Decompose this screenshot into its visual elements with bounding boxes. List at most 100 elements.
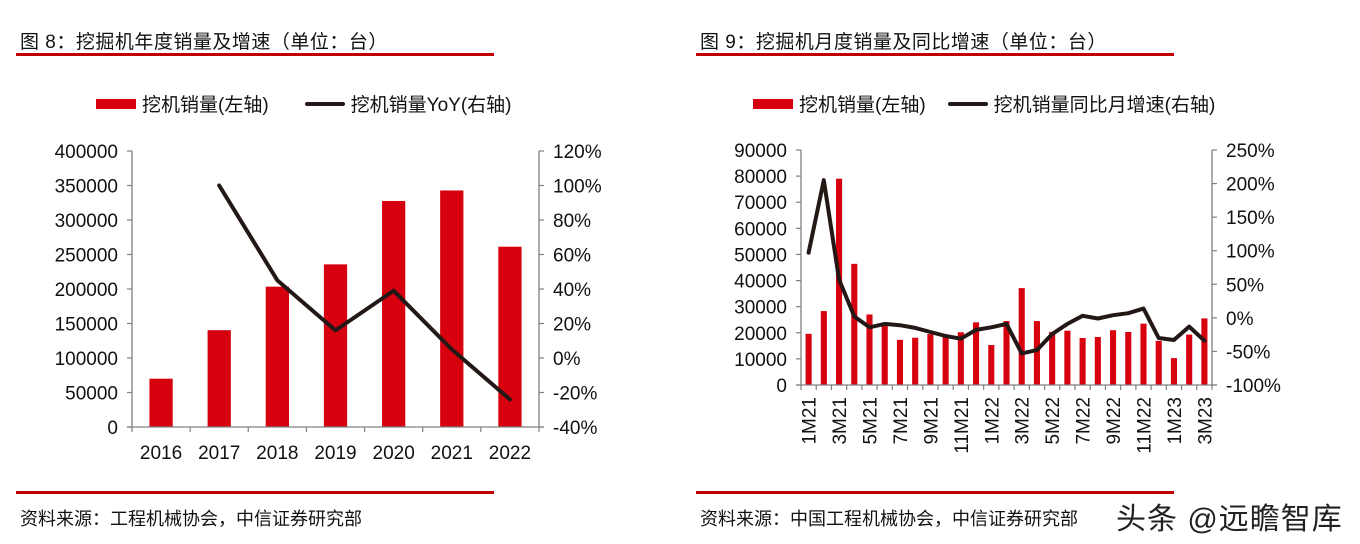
figure-8-panel: 图 8：挖掘机年度销量及增速（单位：台） 挖机销量(左轴) 挖机销量YoY(右轴… <box>16 32 602 529</box>
bar-9M21 <box>927 334 934 385</box>
left-tick-label: 250000 <box>55 246 118 267</box>
legend-line-label: 挖机销量同比月增速(右轴) <box>993 95 1216 116</box>
bar-2018 <box>265 286 289 427</box>
bar-12M22 <box>1155 340 1162 385</box>
legend-item-line: 挖机销量YoY(右轴) <box>304 90 512 117</box>
bar-10M21 <box>942 335 949 385</box>
right-tick-label: 200% <box>1226 175 1275 196</box>
legend-item-bar: 挖机销量(左轴) <box>96 90 269 117</box>
legend-line-swatch <box>947 101 988 106</box>
left-tick-label: 150000 <box>55 315 118 336</box>
bar-5M21 <box>866 314 873 385</box>
figure-9-title: 图 9：挖掘机月度销量及同比增速（单位：台） <box>700 32 1107 53</box>
figure-9-bottom-rule <box>696 491 1174 494</box>
bar-1M22 <box>988 345 995 385</box>
right-tick-label: 40% <box>553 280 591 301</box>
right-tick-label: 120% <box>553 142 602 163</box>
bar-8M21 <box>912 337 919 385</box>
bar-12M21 <box>973 322 980 385</box>
bar-2017 <box>207 330 231 427</box>
legend-item-bar: 挖机销量(左轴) <box>753 90 926 117</box>
legend-bar-label: 挖机销量(左轴) <box>799 95 926 116</box>
figure-8-bottom-rule <box>16 491 494 494</box>
bar-1M23 <box>1170 358 1177 385</box>
x-tick-label: 3M21 <box>830 397 851 445</box>
right-tick-label: 80% <box>553 211 591 232</box>
bar-9M22 <box>1110 330 1117 385</box>
x-tick-label: 2018 <box>256 443 298 464</box>
bar-1M21 <box>805 333 812 385</box>
legend-line-swatch <box>304 101 345 106</box>
x-tick-label: 7M22 <box>1074 397 1095 445</box>
right-tick-label: -50% <box>1226 342 1270 363</box>
figure-9-legend: 挖机销量(左轴) 挖机销量同比月增速(右轴) <box>753 90 1237 117</box>
left-tick-label: 90000 <box>734 141 787 162</box>
x-tick-label: 1M21 <box>800 397 821 445</box>
right-tick-label: 60% <box>553 246 591 267</box>
figure-9-panel: 图 9：挖掘机月度销量及同比增速（单位：台） 挖机销量(左轴) 挖机销量同比月增… <box>680 0 1360 544</box>
x-tick-label: 11M22 <box>1135 397 1156 454</box>
x-tick-label: 9M22 <box>1104 397 1125 445</box>
legend-item-line: 挖机销量同比月增速(右轴) <box>947 90 1216 117</box>
right-tick-label: 150% <box>1226 208 1275 229</box>
yoy-line <box>217 183 512 402</box>
right-tick-label: 250% <box>1226 141 1275 162</box>
bar-7M22 <box>1079 338 1086 385</box>
bar-8M22 <box>1094 336 1101 385</box>
left-tick-label: 50000 <box>65 384 118 405</box>
bar-2020 <box>382 200 406 427</box>
left-tick-label: 80000 <box>734 167 787 188</box>
left-tick-label: 40000 <box>734 272 787 293</box>
left-tick-label: 60000 <box>734 219 787 240</box>
figure-8-title: 图 8：挖掘机年度销量及增速（单位：台） <box>20 32 388 53</box>
right-tick-label: -40% <box>553 418 597 439</box>
bar-3M23 <box>1201 318 1208 385</box>
legend-bar-swatch <box>96 98 136 109</box>
x-tick-label: 2021 <box>431 443 473 464</box>
bar-2019 <box>323 264 348 427</box>
x-tick-label: 2020 <box>373 443 415 464</box>
x-tick-label: 7M21 <box>891 397 912 445</box>
bar-10M22 <box>1125 331 1132 385</box>
right-tick-label: 0% <box>1226 309 1254 330</box>
x-tick-label: 3M22 <box>1013 397 1034 445</box>
bar-6M21 <box>881 324 888 385</box>
right-tick-label: 100% <box>553 177 602 198</box>
bar-6M22 <box>1064 330 1071 385</box>
legend-bar-label: 挖机销量(左轴) <box>142 95 269 116</box>
legend-bar-swatch <box>753 98 793 109</box>
figure-8-legend: 挖机销量(左轴) 挖机销量YoY(右轴) <box>96 90 533 117</box>
x-tick-label: 3M23 <box>1195 397 1216 445</box>
bar-2022 <box>498 246 522 427</box>
bar-4M22 <box>1033 321 1040 385</box>
x-tick-label: 1M23 <box>1165 397 1186 445</box>
left-tick-label: 200000 <box>55 280 118 301</box>
x-tick-label: 11M21 <box>952 397 973 454</box>
left-tick-label: 10000 <box>734 350 787 371</box>
left-tick-label: 20000 <box>734 324 787 345</box>
x-tick-label: 5M22 <box>1043 397 1064 445</box>
left-tick-label: 350000 <box>55 177 118 198</box>
bar-5M22 <box>1049 331 1056 385</box>
bar-3M22 <box>1018 288 1025 385</box>
left-tick-label: 70000 <box>734 193 787 214</box>
figure-9-source: 资料来源：中国工程机械协会，中信证券研究部 <box>700 509 1078 529</box>
legend-line-label: 挖机销量YoY(右轴) <box>350 95 512 116</box>
x-tick-label: 5M21 <box>861 397 882 445</box>
x-tick-label: 1M22 <box>982 397 1003 445</box>
bar-2016 <box>149 378 173 427</box>
figure-9-chart: 0 10000 20000 30000 40000 50000 60000 70000 8000… <box>734 141 1281 454</box>
figure-8-source: 资料来源：工程机械协会，中信证券研究部 <box>20 509 362 529</box>
left-tick-label: 30000 <box>734 298 787 319</box>
left-tick-label: 50000 <box>734 245 787 266</box>
x-tick-label: 2016 <box>140 443 182 464</box>
x-tick-label: 2019 <box>314 443 356 464</box>
bar-2M22 <box>1003 321 1010 385</box>
left-tick-label: 100000 <box>55 349 118 370</box>
x-tick-label: 9M21 <box>921 397 942 445</box>
left-tick-label: 400000 <box>55 142 118 163</box>
right-tick-label: 0% <box>553 349 581 370</box>
watermark: 头条 @远瞻智库 <box>1110 494 1349 538</box>
bar-4M21 <box>851 263 858 385</box>
left-tick-label: 0 <box>107 418 118 439</box>
